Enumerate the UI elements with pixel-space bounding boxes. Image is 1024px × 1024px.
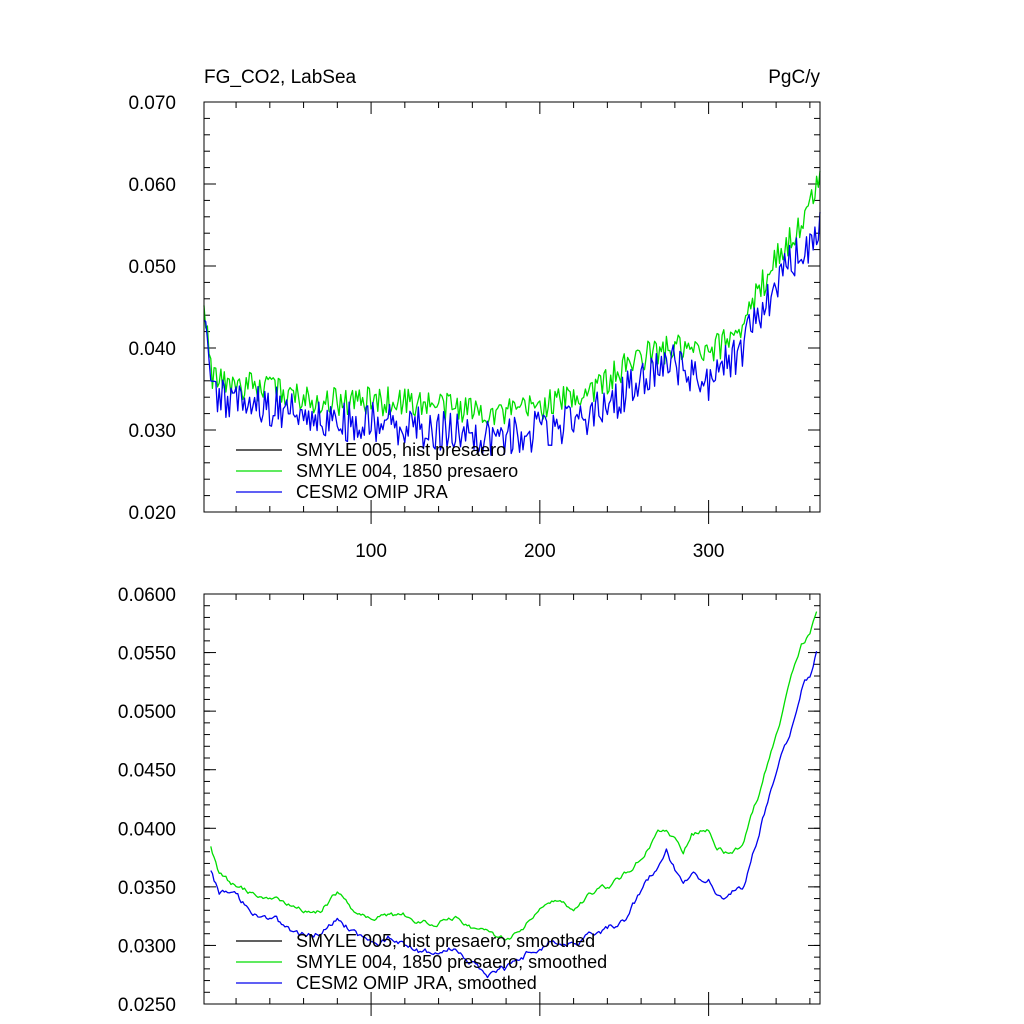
y-tick-label: 0.0250: [118, 995, 176, 1016]
y-tick-label: 0.0350: [118, 878, 176, 899]
y-tick-label: 0.0400: [118, 819, 176, 840]
series-line-cesm2-omip-jra: [203, 211, 821, 456]
y-tick-label: 0.050: [128, 257, 176, 278]
x-tick-label: 200: [524, 541, 556, 562]
series-line-cesm2-omip-jra: [210, 651, 818, 979]
y-tick-label: 0.070: [128, 93, 176, 114]
top-panel-title-right: PgC/y: [768, 67, 820, 88]
top-y-tick-labels: 0.020 0.030 0.040 0.050 0.060 0.070: [128, 93, 176, 524]
x-tick-label: 100: [355, 541, 387, 562]
top-panel: FG_CO2, LabSea PgC/y 0.020 0.030 0.040 0.05…: [128, 67, 821, 562]
legend-label: SMYLE 005, hist presaero, smoothed: [296, 931, 595, 951]
legend-label: SMYLE 004, 1850 presaero: [296, 461, 518, 481]
y-tick-label: 0.030: [128, 421, 176, 442]
x-tick-label: 300: [693, 541, 725, 562]
top-series-group: [203, 170, 821, 456]
legend-label: CESM2 OMIP JRA: [296, 482, 448, 502]
legend-label: CESM2 OMIP JRA, smoothed: [296, 973, 537, 993]
y-tick-label: 0.0450: [118, 761, 176, 782]
top-panel-title-left: FG_CO2, LabSea: [204, 67, 357, 88]
top-x-tick-labels: 100 200 300: [355, 541, 724, 562]
y-tick-label: 0.0500: [118, 702, 176, 723]
y-tick-label: 0.0550: [118, 644, 176, 665]
top-axis-ticks: [204, 101, 820, 524]
legend-label: SMYLE 004, 1850 presaero, smoothed: [296, 952, 607, 972]
series-line-smyle-004: [210, 611, 818, 941]
y-tick-label: 0.0300: [118, 936, 176, 957]
y-tick-label: 0.0600: [118, 585, 176, 606]
bottom-axis-ticks: [204, 593, 820, 1016]
bottom-plot-frame: [203, 593, 821, 1005]
bottom-y-tick-labels: 0.0250 0.0300 0.0350 0.0400 0.0450 0.0500 0.05…: [118, 585, 176, 1016]
bottom-legend: SMYLE 005, hist presaero, smoothedSMYLE …: [236, 931, 607, 993]
top-plot-frame: [203, 101, 821, 513]
legend-label: SMYLE 005, hist presaero: [296, 440, 506, 460]
y-tick-label: 0.060: [128, 175, 176, 196]
y-tick-label: 0.020: [128, 503, 176, 524]
series-line-smyle-004: [203, 170, 821, 426]
bottom-panel: 0.0250 0.0300 0.0350 0.0400 0.0450 0.0500 0.05…: [118, 585, 821, 1016]
bottom-series-group: [210, 611, 818, 979]
y-tick-label: 0.040: [128, 339, 176, 360]
